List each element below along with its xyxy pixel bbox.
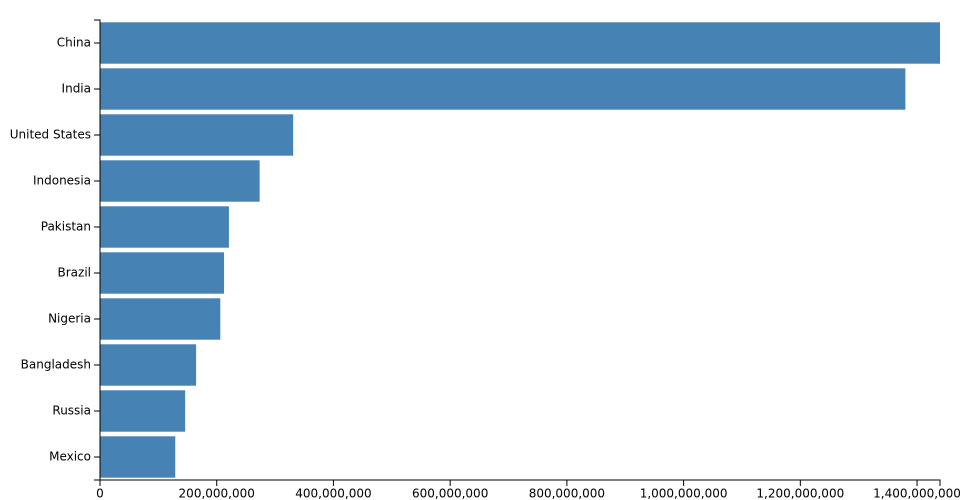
bar (100, 206, 229, 248)
bar (100, 298, 221, 340)
y-tick-label: Nigeria (48, 312, 91, 326)
bar (100, 344, 197, 386)
x-tick-label: 1,400,000,000 (873, 487, 960, 500)
y-tick-label: Indonesia (33, 174, 91, 188)
y-tick-label: Mexico (49, 450, 91, 464)
x-tick-label: 1,000,000,000 (640, 487, 728, 500)
bar (100, 252, 225, 294)
x-tick-label: 200,000,000 (179, 487, 255, 500)
y-tick-label: China (57, 36, 91, 50)
x-tick-label: 800,000,000 (529, 487, 605, 500)
y-tick-label: Brazil (58, 266, 92, 280)
x-tick-label: 0 (96, 487, 104, 500)
y-tick-label: Pakistan (41, 220, 91, 234)
y-tick-label: United States (10, 128, 91, 142)
y-tick-label: India (62, 82, 91, 96)
x-axis (99, 479, 941, 486)
y-tick-label: Bangladesh (21, 358, 91, 372)
bar (100, 68, 906, 110)
bar (100, 160, 260, 202)
bar (100, 436, 176, 478)
x-tick-label: 1,200,000,000 (756, 487, 844, 500)
bar (100, 114, 294, 156)
bar (100, 22, 940, 64)
y-tick-label: Russia (52, 404, 91, 418)
y-axis (94, 19, 101, 481)
x-tick-label: 600,000,000 (412, 487, 488, 500)
bar (100, 390, 186, 432)
x-tick-label: 400,000,000 (295, 487, 371, 500)
